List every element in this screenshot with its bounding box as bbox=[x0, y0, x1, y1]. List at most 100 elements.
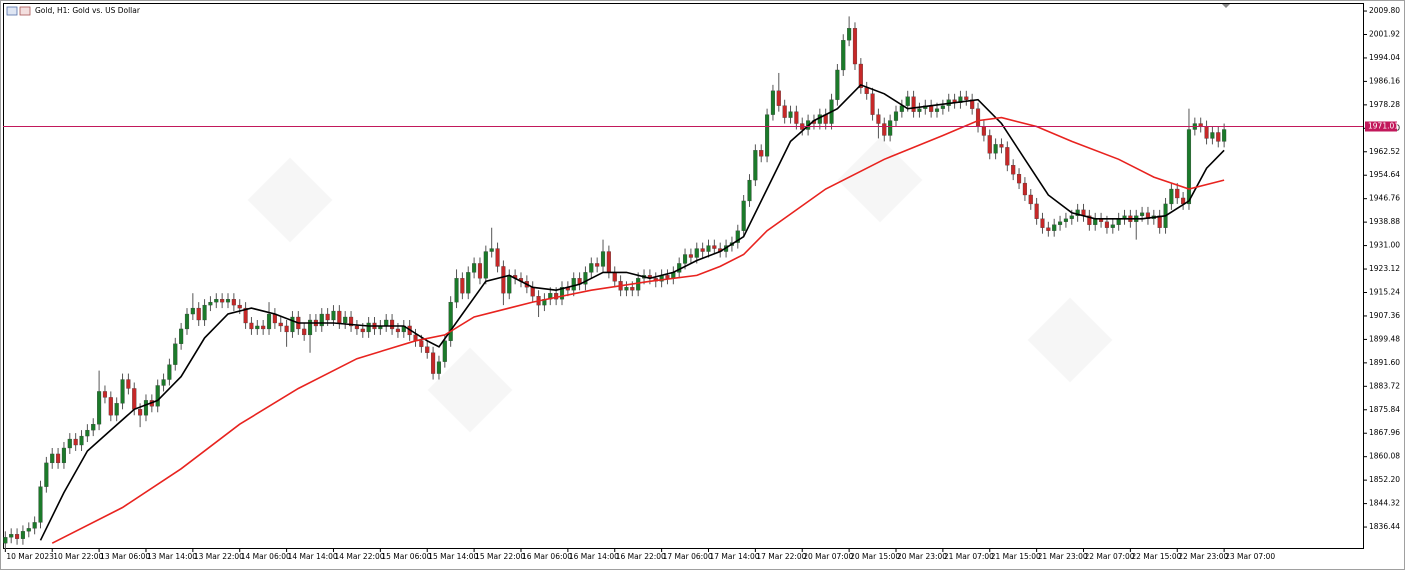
y-tick-label: 1978.28 bbox=[1369, 100, 1400, 109]
candle-body bbox=[155, 385, 160, 407]
candle-body bbox=[9, 534, 14, 538]
x-tick-label: 16 Mar 14:00 bbox=[569, 552, 619, 561]
x-tick-label: 14 Mar 22:00 bbox=[334, 552, 384, 561]
candle-body bbox=[612, 272, 617, 282]
candle-body bbox=[507, 275, 512, 294]
y-tick-label: 1923.12 bbox=[1369, 264, 1400, 273]
title-icon bbox=[6, 6, 31, 16]
candle-body bbox=[1075, 209, 1080, 216]
candle-body bbox=[337, 310, 342, 324]
candle-body bbox=[1222, 129, 1227, 142]
y-tick-label: 1915.24 bbox=[1369, 287, 1400, 296]
x-tick-label: 16 Mar 06:00 bbox=[522, 552, 572, 561]
candle-body bbox=[237, 304, 242, 309]
y-tick-label: 1852.20 bbox=[1369, 475, 1400, 484]
candle-body bbox=[161, 379, 166, 386]
y-tick-label: 1986.16 bbox=[1369, 76, 1400, 85]
candle-body bbox=[1110, 224, 1115, 228]
x-tick-label: 13 Mar 22:00 bbox=[194, 552, 244, 561]
ma-line bbox=[39, 83, 1225, 541]
candle-body bbox=[15, 534, 20, 539]
candle-body bbox=[495, 248, 500, 267]
candle-body bbox=[214, 299, 219, 303]
candle-body bbox=[700, 248, 705, 252]
y-tick-label: 1994.04 bbox=[1369, 53, 1400, 62]
candle-body bbox=[395, 328, 400, 333]
candle-body bbox=[583, 272, 588, 285]
candle-body bbox=[841, 40, 846, 71]
candle-body bbox=[225, 299, 231, 303]
candle-body bbox=[852, 28, 858, 65]
candle-body bbox=[501, 266, 506, 294]
candle-body bbox=[1034, 203, 1039, 219]
y-tick-label: 1938.88 bbox=[1369, 217, 1400, 226]
candle-body bbox=[1046, 227, 1051, 231]
chart-title: Gold, H1: Gold vs. US Dollar bbox=[35, 6, 141, 15]
candle-body bbox=[307, 319, 313, 336]
candle-body bbox=[220, 299, 225, 303]
x-tick-label: 22 Mar 23:00 bbox=[1178, 552, 1228, 561]
candle-body bbox=[32, 522, 37, 529]
candle-body bbox=[1169, 188, 1174, 205]
candle-body bbox=[765, 114, 770, 157]
candle-body bbox=[1216, 132, 1221, 142]
y-tick-label: 1907.36 bbox=[1369, 311, 1400, 320]
candle-body bbox=[770, 90, 775, 115]
x-tick-label: 21 Mar 15:00 bbox=[991, 552, 1041, 561]
candle-body bbox=[589, 263, 594, 273]
candle-body bbox=[893, 111, 899, 121]
candle-body bbox=[231, 299, 236, 306]
x-tick-label: 20 Mar 07:00 bbox=[803, 552, 853, 561]
candle-body bbox=[1175, 188, 1180, 199]
candle-body bbox=[190, 307, 195, 315]
plot-area bbox=[3, 3, 1364, 549]
candle-body bbox=[390, 319, 395, 330]
shift-marker bbox=[1222, 4, 1230, 8]
candle-body bbox=[302, 328, 307, 336]
candle-body bbox=[61, 447, 66, 464]
x-tick-label: 17 Mar 22:00 bbox=[756, 552, 806, 561]
candle-body bbox=[284, 325, 289, 333]
candle-body bbox=[179, 328, 184, 344]
candle-body bbox=[448, 301, 453, 341]
candle-body bbox=[442, 340, 447, 362]
candle-body bbox=[917, 108, 922, 112]
y-tick-label: 1836.44 bbox=[1369, 522, 1400, 531]
candle-body bbox=[290, 316, 295, 333]
candle-body bbox=[559, 287, 565, 300]
candle-body bbox=[735, 230, 740, 243]
candle-body bbox=[864, 87, 869, 94]
candle-body bbox=[1104, 221, 1109, 228]
candle-body bbox=[483, 251, 488, 279]
candle-body bbox=[788, 111, 793, 118]
y-tick-label: 1860.08 bbox=[1369, 452, 1400, 461]
x-tick-label: 15 Mar 06:00 bbox=[381, 552, 431, 561]
candle-body bbox=[266, 313, 272, 330]
candle-body bbox=[349, 316, 354, 327]
y-tick-label: 1891.60 bbox=[1369, 358, 1400, 367]
y-tick-label: 2001.92 bbox=[1369, 29, 1400, 38]
candle-body bbox=[1087, 215, 1092, 225]
candle-body bbox=[44, 462, 49, 487]
candle-body bbox=[999, 144, 1004, 148]
candle-body bbox=[360, 328, 365, 333]
candle-body bbox=[108, 397, 113, 416]
candle-body bbox=[272, 313, 277, 324]
x-tick-label: 13 Mar 06:00 bbox=[100, 552, 150, 561]
candle-body bbox=[114, 403, 119, 416]
candle-body bbox=[1140, 212, 1145, 216]
x-tick-label: 22 Mar 07:00 bbox=[1084, 552, 1134, 561]
candle-body bbox=[173, 343, 178, 365]
candle-body bbox=[167, 364, 172, 380]
x-tick-label: 17 Mar 14:00 bbox=[709, 552, 759, 561]
candle-body bbox=[688, 254, 693, 258]
icon bbox=[6, 6, 18, 16]
candle-body bbox=[712, 245, 717, 249]
candle-body bbox=[1204, 126, 1209, 139]
y-tick-label: 1867.96 bbox=[1369, 428, 1400, 437]
y-tick-label: 2009.80 bbox=[1369, 6, 1400, 15]
candle-body bbox=[530, 287, 535, 297]
x-tick-label: 10 Mar 22:00 bbox=[53, 552, 103, 561]
